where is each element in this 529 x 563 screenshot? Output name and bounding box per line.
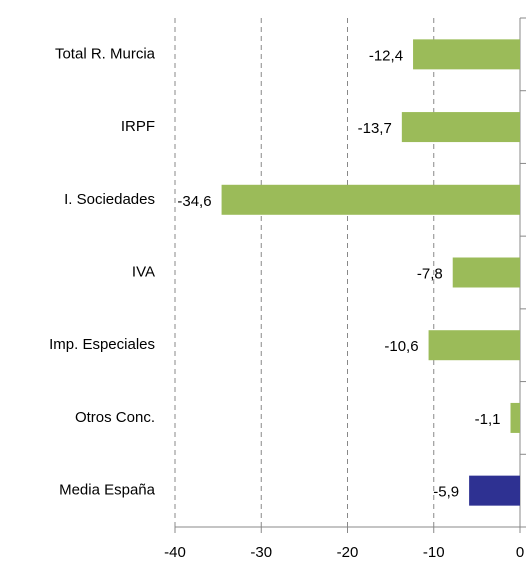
data-label: -7,8 xyxy=(417,265,443,282)
y-tick-label: Otros Conc. xyxy=(75,409,155,426)
bar xyxy=(510,402,520,433)
x-tick-label: -10 xyxy=(423,544,445,561)
data-label: -10,6 xyxy=(384,338,418,355)
bar xyxy=(401,112,520,143)
bar xyxy=(221,184,520,215)
y-tick-label: Total R. Murcia xyxy=(55,45,156,62)
x-tick-label: -20 xyxy=(337,544,359,561)
y-tick-label: IRPF xyxy=(121,118,155,135)
bar xyxy=(469,475,520,506)
data-label: -13,7 xyxy=(358,120,392,137)
bar xyxy=(413,39,520,70)
data-label: -5,9 xyxy=(433,484,459,501)
bar xyxy=(452,257,520,288)
x-tick-label: -30 xyxy=(250,544,272,561)
data-label: -12,4 xyxy=(369,47,403,64)
data-label: -34,6 xyxy=(177,193,211,210)
y-tick-label: Media España xyxy=(59,482,156,499)
x-tick-label: -40 xyxy=(164,544,186,561)
bar xyxy=(428,330,520,361)
x-tick-label: 0 xyxy=(516,544,524,561)
data-label: -1,1 xyxy=(475,411,501,428)
y-tick-label: Imp. Especiales xyxy=(49,336,155,353)
y-tick-label: IVA xyxy=(132,263,155,280)
y-tick-label: I. Sociedades xyxy=(64,191,155,208)
